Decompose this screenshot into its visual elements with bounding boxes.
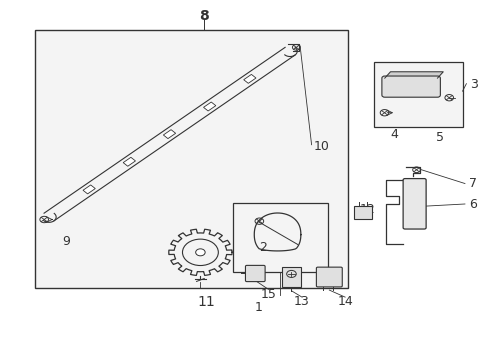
- Text: 8: 8: [199, 9, 208, 23]
- Text: 7: 7: [468, 177, 476, 190]
- Text: 2: 2: [258, 240, 266, 253]
- Text: 14: 14: [337, 295, 352, 308]
- Bar: [123, 157, 135, 166]
- Bar: [373, 62, 462, 127]
- Text: 1: 1: [254, 301, 262, 314]
- Text: 11: 11: [197, 295, 215, 309]
- Text: 4: 4: [389, 128, 397, 141]
- FancyBboxPatch shape: [316, 267, 342, 287]
- Text: 3: 3: [469, 78, 477, 91]
- Text: 12: 12: [359, 203, 374, 216]
- Circle shape: [195, 249, 205, 256]
- Bar: [35, 30, 348, 288]
- Text: 13: 13: [293, 295, 309, 308]
- Text: 5: 5: [435, 131, 443, 144]
- FancyBboxPatch shape: [402, 179, 425, 229]
- FancyBboxPatch shape: [245, 265, 264, 282]
- Bar: [243, 75, 256, 83]
- Bar: [163, 130, 175, 139]
- Text: 9: 9: [62, 235, 70, 248]
- Bar: [353, 207, 371, 219]
- Polygon shape: [384, 72, 442, 78]
- Text: 10: 10: [313, 140, 329, 153]
- Bar: [281, 267, 301, 287]
- Text: 15: 15: [260, 288, 276, 301]
- FancyBboxPatch shape: [381, 76, 440, 97]
- Text: 6: 6: [468, 198, 476, 211]
- Bar: [83, 185, 95, 194]
- Bar: [203, 102, 215, 111]
- Bar: [232, 203, 328, 272]
